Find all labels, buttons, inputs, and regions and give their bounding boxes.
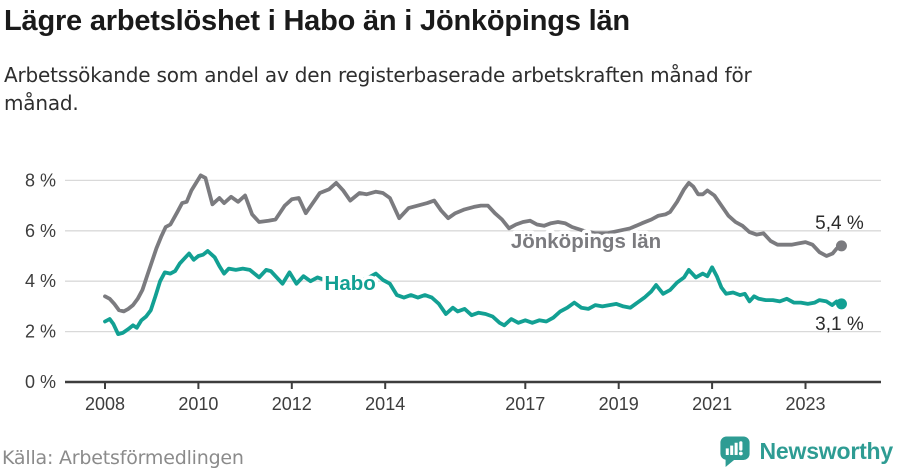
x-tick-label-2012: 2012 [272, 394, 312, 414]
x-tick-label-2023: 2023 [785, 394, 825, 414]
newsworthy-wordmark: Newsworthy [759, 438, 894, 464]
series-label-Jönköpings län: Jönköpings län [511, 230, 661, 253]
source-credit: Källa: Arbetsförmedlingen [2, 447, 244, 469]
end-value-label-Habo: 3,1 % [815, 314, 864, 335]
x-tick-label-2010: 2010 [178, 394, 218, 414]
y-tick-label-8: 8 % [25, 170, 56, 190]
series-line-Jönköpings län [103, 173, 844, 314]
y-tick-label-2: 2 % [25, 322, 56, 342]
end-value-label-Jönköpings län: 5,4 % [815, 213, 864, 234]
y-tick-label-4: 4 % [25, 271, 56, 291]
page-title: Lägre arbetslöshet i Habo än i Jönköping… [4, 5, 630, 37]
x-tick-label-2008: 2008 [85, 394, 125, 414]
x-tick-label-2021: 2021 [692, 394, 732, 414]
subtitle-line-1: Arbetssökande som andel av den registerb… [4, 63, 752, 87]
newsworthy-logo: Newsworthy [719, 435, 893, 468]
series-label-Habo: Habo [325, 272, 376, 295]
end-dot-Habo [835, 298, 847, 310]
newsworthy-pin-icon [719, 436, 750, 468]
x-tick-label-2017: 2017 [505, 394, 545, 414]
x-tick-label-2019: 2019 [599, 394, 639, 414]
y-tick-label-0: 0 % [25, 372, 56, 392]
end-dot-Jönköpings län [835, 240, 847, 252]
x-tick-label-2014: 2014 [365, 394, 405, 414]
y-tick-label-6: 6 % [25, 221, 56, 241]
chart-subtitle: Arbetssökande som andel av den registerb… [4, 61, 854, 117]
series-line-Habo [103, 249, 844, 337]
subtitle-line-2: månad. [4, 91, 79, 115]
